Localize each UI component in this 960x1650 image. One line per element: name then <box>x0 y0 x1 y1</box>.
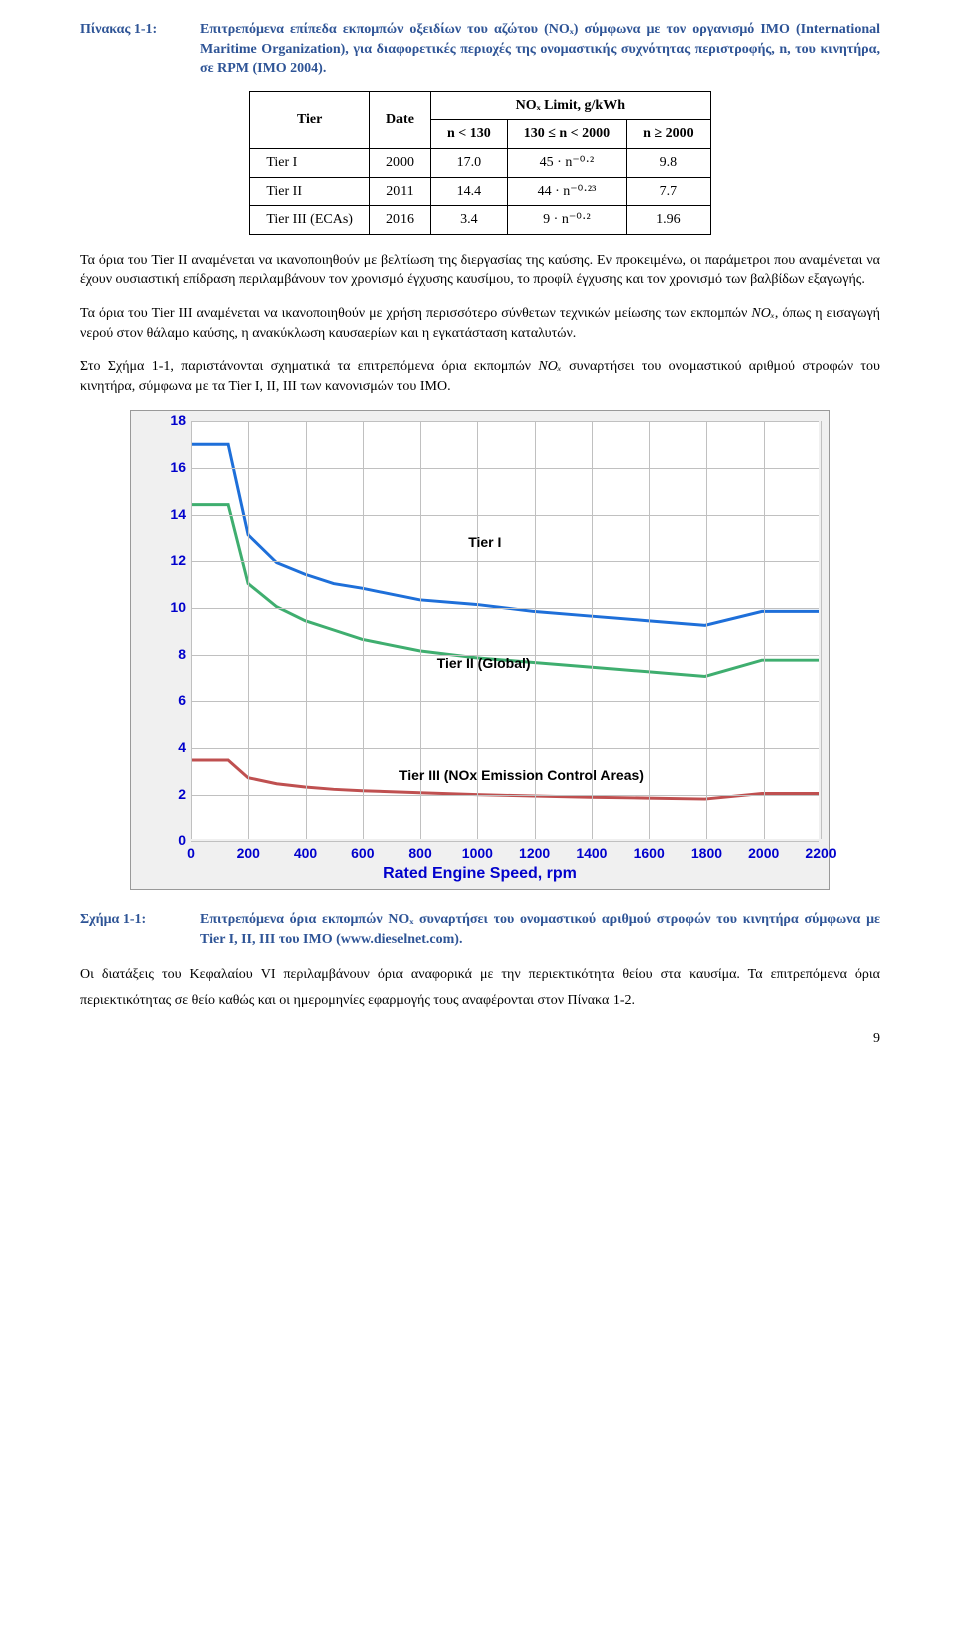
chart-series-tier-ii <box>191 505 819 677</box>
table-caption-label: Πίνακας 1-1: <box>80 20 180 79</box>
table-cell: 2016 <box>369 206 430 235</box>
col-limit-header: NOₓ Limit, g/kWh <box>430 91 710 120</box>
table-cell: 17.0 <box>430 148 507 177</box>
x-tick-label: 1000 <box>462 844 493 864</box>
table-row: Tier I200017.045 · n⁻⁰·²9.8 <box>250 148 710 177</box>
x-axis-label: Rated Engine Speed, rpm <box>383 863 577 885</box>
table-cell: 2011 <box>369 177 430 206</box>
chart-annotation: Tier III (NOx Emission Control Areas) <box>399 766 644 786</box>
y-tick-label: 12 <box>170 552 186 572</box>
nox-limits-table: Tier Date NOₓ Limit, g/kWh n < 130 130 ≤… <box>249 91 710 235</box>
y-tick-label: 8 <box>178 645 186 665</box>
x-tick-label: 2000 <box>748 844 779 864</box>
chart-plot-area: Tier I Tier II (Global) Tier III (NOx Emis… <box>191 421 819 839</box>
col-tier: Tier <box>250 91 370 148</box>
y-tick-label: 18 <box>170 412 186 432</box>
x-tick-label: 1800 <box>691 844 722 864</box>
table-row: Tier III (ECAs)20163.49 · n⁻⁰·²1.96 <box>250 206 710 235</box>
x-tick-label: 800 <box>408 844 431 864</box>
paragraph-1: Τα όρια του Tier II αναμένεται να ικανοπ… <box>80 251 880 290</box>
y-tick-label: 0 <box>178 832 186 852</box>
table-cell: 9 · n⁻⁰·² <box>507 206 626 235</box>
table-cell: 2000 <box>369 148 430 177</box>
y-tick-label: 2 <box>178 785 186 805</box>
table-cell: Tier III (ECAs) <box>250 206 370 235</box>
figure-caption-text: Επιτρεπόμενα όρια εκπομπών NOₓ συναρτήσε… <box>200 910 880 949</box>
paragraph-4: Οι διατάξεις του Κεφαλαίου VI περιλαμβάν… <box>80 962 880 1015</box>
col-date: Date <box>369 91 430 148</box>
x-tick-label: 1600 <box>634 844 665 864</box>
x-tick-label: 1200 <box>519 844 550 864</box>
table-caption-text: Επιτρεπόμενα επίπεδα εκπομπών οξειδίων τ… <box>200 20 880 79</box>
nox-chart: NOx Limit, g/kWh Rated Engine Speed, rpm… <box>130 410 830 890</box>
x-tick-label: 2200 <box>805 844 836 864</box>
table-cell: Tier I <box>250 148 370 177</box>
para3-em: NOₓ <box>538 359 561 374</box>
y-tick-label: 14 <box>170 505 186 525</box>
para2-em: NOₓ <box>751 306 774 321</box>
col-sub2: 130 ≤ n < 2000 <box>507 120 626 149</box>
table-cell: 7.7 <box>627 177 710 206</box>
para3-pre: Στο Σχήμα 1-1, παριστάνονται σχηματικά τ… <box>80 359 538 374</box>
y-tick-label: 16 <box>170 458 186 478</box>
table-cell: 44 · n⁻⁰·²³ <box>507 177 626 206</box>
table-caption: Πίνακας 1-1: Επιτρεπόμενα επίπεδα εκπομπ… <box>80 20 880 79</box>
para2-pre: Τα όρια του Tier III αναμένεται να ικανο… <box>80 306 751 321</box>
x-tick-label: 600 <box>351 844 374 864</box>
paragraph-3: Στο Σχήμα 1-1, παριστάνονται σχηματικά τ… <box>80 357 880 396</box>
x-tick-label: 1400 <box>576 844 607 864</box>
page-number: 9 <box>80 1029 880 1049</box>
chart-annotation: Tier I <box>468 533 501 553</box>
y-tick-label: 6 <box>178 692 186 712</box>
x-tick-label: 200 <box>237 844 260 864</box>
x-tick-label: 0 <box>187 844 195 864</box>
table-cell: 14.4 <box>430 177 507 206</box>
y-tick-label: 10 <box>170 598 186 618</box>
chart-series-tier-i <box>191 445 819 626</box>
table-row: Tier II201114.444 · n⁻⁰·²³7.7 <box>250 177 710 206</box>
table-cell: 45 · n⁻⁰·² <box>507 148 626 177</box>
table-cell: 1.96 <box>627 206 710 235</box>
col-sub1: n < 130 <box>430 120 507 149</box>
col-sub3: n ≥ 2000 <box>627 120 710 149</box>
x-tick-label: 400 <box>294 844 317 864</box>
table-cell: Tier II <box>250 177 370 206</box>
table-cell: 9.8 <box>627 148 710 177</box>
figure-caption-label: Σχήμα 1-1: <box>80 910 180 949</box>
table-cell: 3.4 <box>430 206 507 235</box>
chart-annotation: Tier II (Global) <box>437 654 531 674</box>
paragraph-2: Τα όρια του Tier III αναμένεται να ικανο… <box>80 304 880 343</box>
y-tick-label: 4 <box>178 738 186 758</box>
figure-caption: Σχήμα 1-1: Επιτρεπόμενα όρια εκπομπών NO… <box>80 910 880 949</box>
